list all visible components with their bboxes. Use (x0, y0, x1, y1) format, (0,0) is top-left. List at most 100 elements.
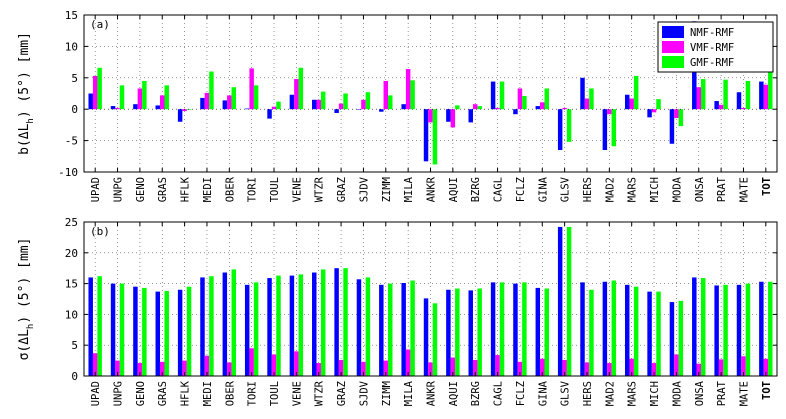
bar-vmf-rmf-tori (249, 68, 254, 110)
x-category-label: MARS (627, 177, 639, 202)
legend-entry: VMF-RMF (690, 42, 734, 54)
bar-gmf-rmf-mila (410, 280, 415, 376)
bar-vmf-rmf-toul (271, 106, 277, 110)
x-category-label: MATE (738, 177, 750, 202)
bar-gmf-rmf-mars (633, 75, 639, 110)
panel-a: -10 -5 0 5 10 15 UPAD UNPG GENO GRAS HFLK MEDI OBER T… (17, 9, 778, 202)
x-category-label: SJDV (358, 176, 370, 202)
y-tick-label: 5 (71, 339, 78, 352)
bar-vmf-rmf-bzrg (472, 104, 478, 110)
x-category-label: GINA (537, 380, 549, 406)
bar-gmf-rmf-vene (298, 274, 304, 376)
x-category-label: GENO (135, 381, 147, 406)
x-category-label: MILA (403, 380, 415, 406)
x-category-label: ONSA (694, 176, 706, 202)
bar-gmf-rmf-graz (343, 268, 348, 376)
bar-nmf-rmf-mad2 (602, 281, 608, 376)
bar-gmf-rmf-ober (231, 87, 237, 110)
x-category-label: MODA (671, 380, 683, 406)
bar-gmf-rmf-hers (589, 289, 594, 376)
bar-vmf-rmf-ankr (428, 362, 433, 376)
bar-nmf-rmf-ankr (423, 298, 429, 376)
bar-gmf-rmf-onsa (700, 79, 706, 110)
bar-vmf-rmf-mich (651, 363, 657, 376)
bar-gmf-rmf-zimm (388, 95, 393, 110)
x-category-label: MICH (649, 177, 661, 202)
y-axis-label: σ(ΔLh) (5°) [mm] (17, 238, 36, 361)
x-category-label: HFLK (180, 380, 192, 406)
x-category-label: ZIMM (381, 381, 393, 406)
x-category-label: TOUL (269, 381, 281, 406)
x-category-label: VENE (291, 381, 303, 406)
bar-gmf-rmf-mila (410, 80, 415, 110)
bar-gmf-rmf-unpg (119, 283, 125, 376)
bar-vmf-rmf-gras (160, 95, 165, 110)
bar-nmf-rmf-medi (200, 277, 205, 376)
bar-gmf-rmf-fclz (522, 282, 527, 376)
bar-vmf-rmf-ankr (428, 109, 433, 123)
bar-vmf-rmf-hers (584, 98, 590, 110)
bar-vmf-rmf-cagl (495, 107, 500, 110)
bar-vmf-rmf-mad2 (607, 109, 612, 115)
bar-nmf-rmf-mad2 (602, 109, 608, 151)
x-category-label: GRAS (157, 177, 169, 202)
bar-vmf-rmf-onsa (696, 363, 701, 376)
x-category-label: GLSV (560, 380, 572, 406)
bar-nmf-rmf-gras (155, 291, 161, 376)
x-category-label: GRAZ (336, 177, 348, 202)
bar-vmf-rmf-tori (249, 348, 254, 376)
x-category-label: GRAZ (336, 381, 348, 406)
bar-gmf-rmf-tot (768, 67, 773, 110)
bar-vmf-rmf-ober (227, 362, 232, 376)
bar-nmf-rmf-tot (759, 81, 764, 110)
bar-nmf-rmf-tori (244, 284, 250, 376)
bar-nmf-rmf-toul (267, 109, 272, 119)
x-category-label: OBER (224, 176, 236, 202)
bar-gmf-rmf-gras (164, 290, 169, 376)
y-tick-label: 25 (65, 216, 78, 229)
bar-vmf-rmf-gras (160, 361, 165, 376)
bar-vmf-rmf-mila (405, 69, 411, 110)
bar-vmf-rmf-glsv (562, 107, 567, 110)
bar-vmf-rmf-mars (629, 98, 634, 110)
bar-nmf-rmf-hers (580, 77, 585, 110)
bar-gmf-rmf-hers (589, 88, 594, 110)
bar-vmf-rmf-mila (405, 349, 411, 376)
bar-nmf-rmf-unpg (110, 106, 116, 110)
bar-nmf-rmf-mila (401, 104, 406, 110)
y-tick-label: -5 (65, 135, 78, 148)
bar-nmf-rmf-graz (334, 109, 339, 113)
x-category-label: GLSV (560, 176, 572, 202)
bar-gmf-rmf-prat (723, 284, 728, 376)
bar-gmf-rmf-hflk (186, 286, 192, 376)
bar-gmf-rmf-onsa (700, 278, 706, 376)
bar-nmf-rmf-bzrg (468, 290, 473, 376)
bar-vmf-rmf-zimm (383, 360, 389, 376)
bar-gmf-rmf-wtzr (320, 269, 326, 376)
bar-nmf-rmf-moda (669, 302, 675, 376)
legend-entry: GMF-RMF (690, 57, 734, 69)
x-category-label: CAGL (493, 381, 505, 406)
bar-vmf-rmf-prat (718, 104, 724, 110)
x-category-label: MAD2 (604, 177, 616, 202)
bar-nmf-rmf-geno (133, 104, 138, 110)
x-category-label: FCLZ (515, 177, 527, 202)
bar-vmf-rmf-gina (540, 358, 545, 376)
bar-vmf-rmf-hflk (182, 360, 187, 376)
bar-nmf-rmf-fclz (513, 283, 518, 376)
x-category-label: TORI (247, 177, 259, 202)
bar-nmf-rmf-aqui (446, 289, 451, 376)
bar-vmf-rmf-prat (718, 359, 724, 376)
bar-gmf-rmf-ankr (432, 303, 438, 376)
bar-gmf-rmf-tot (768, 281, 773, 376)
x-category-label: MEDI (202, 381, 214, 406)
bar-nmf-rmf-mate (736, 92, 742, 110)
legend-swatch (662, 41, 684, 53)
x-category-label: HERS (582, 177, 594, 202)
bar-gmf-rmf-wtzr (320, 91, 326, 110)
x-category-label: MODA (671, 176, 683, 202)
bar-gmf-rmf-bzrg (477, 106, 482, 110)
y-tick-label: 15 (65, 278, 78, 291)
bar-vmf-rmf-mich (651, 109, 657, 113)
bar-nmf-rmf-aqui (446, 109, 451, 122)
